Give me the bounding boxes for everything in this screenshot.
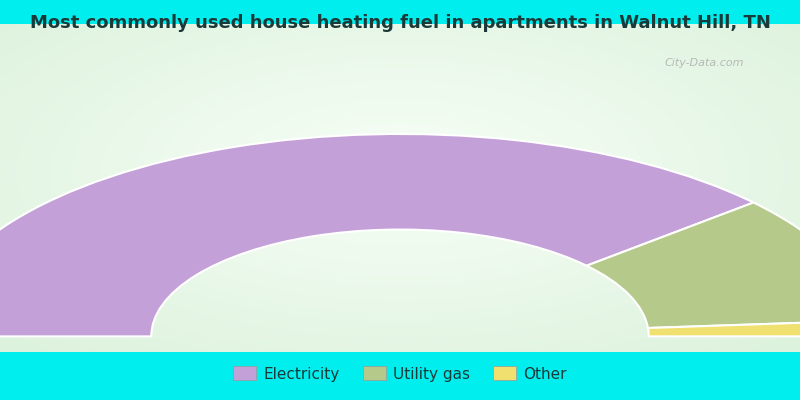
Wedge shape bbox=[586, 202, 800, 328]
Legend: Electricity, Utility gas, Other: Electricity, Utility gas, Other bbox=[226, 360, 574, 388]
Wedge shape bbox=[0, 134, 754, 336]
Text: Most commonly used house heating fuel in apartments in Walnut Hill, TN: Most commonly used house heating fuel in… bbox=[30, 14, 770, 32]
Text: City-Data.com: City-Data.com bbox=[664, 58, 744, 68]
Wedge shape bbox=[648, 320, 800, 336]
